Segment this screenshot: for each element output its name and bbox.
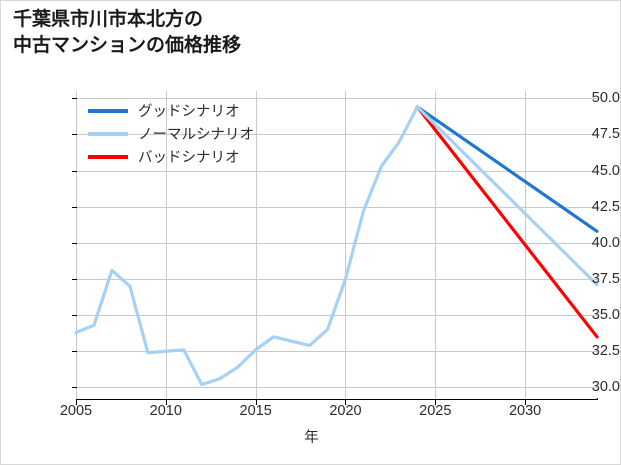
x-tick-label: 2010	[149, 403, 182, 419]
y-tick-label: 37.5	[591, 270, 620, 287]
gridline-horizontal	[76, 206, 597, 208]
x-axis-spine	[76, 398, 598, 400]
x-tick-label: 2020	[329, 403, 362, 419]
gridline-vertical	[165, 91, 167, 399]
y-tick-mark	[72, 351, 77, 353]
y-tick-label: 40.0	[591, 234, 620, 251]
gridline-vertical	[345, 91, 347, 399]
y-tick-mark	[72, 98, 77, 100]
gridline-horizontal	[76, 98, 597, 100]
y-tick-label: 32.5	[591, 343, 620, 360]
x-tick-mark	[525, 400, 527, 405]
x-tick-mark	[255, 400, 257, 405]
legend-item-bad[interactable]: バッドシナリオ	[88, 145, 254, 168]
x-tick-label: 2030	[508, 403, 542, 419]
gridline-vertical	[255, 91, 257, 399]
y-tick-mark	[72, 206, 77, 208]
series-line	[415, 105, 599, 233]
chart-legend: グッドシナリオ ノーマルシナリオ バッドシナリオ	[86, 95, 264, 172]
x-tick-mark	[165, 400, 167, 405]
legend-swatch-good-icon	[88, 108, 128, 113]
gridline-horizontal	[76, 242, 597, 244]
x-axis-label: 年	[304, 430, 319, 446]
y-axis-label: 坪（3.3㎡）単価（万円）	[0, 78, 3, 244]
y-tick-label: 42.5	[591, 198, 620, 215]
gridline-horizontal	[76, 134, 597, 136]
legend-swatch-normal-icon	[88, 131, 128, 136]
gridline-vertical	[435, 91, 437, 399]
x-tick-mark	[345, 400, 347, 405]
legend-label-normal: ノーマルシナリオ	[138, 127, 254, 143]
gridline-horizontal	[76, 170, 597, 172]
x-tick-mark	[435, 400, 437, 405]
plot-background	[76, 91, 597, 399]
series-layer	[74, 105, 599, 387]
chart-title: 千葉県市川市本北方の 中古マンションの価格推移	[13, 9, 242, 56]
x-tick-label: 2015	[239, 403, 272, 419]
gridline-horizontal	[76, 315, 597, 317]
plot-area	[74, 91, 599, 399]
y-tick-label: 35.0	[591, 307, 620, 324]
gridline-horizontal	[76, 278, 597, 280]
y-tick-mark	[72, 134, 77, 136]
series-line	[415, 105, 599, 339]
legend-label-bad: バッドシナリオ	[138, 150, 240, 166]
y-tick-mark	[72, 278, 77, 280]
legend-item-good[interactable]: グッドシナリオ	[88, 99, 254, 122]
legend-item-normal[interactable]: ノーマルシナリオ	[88, 122, 254, 145]
y-tick-mark	[72, 170, 77, 172]
y-tick-mark	[72, 315, 77, 317]
x-tick-label: 2025	[419, 403, 452, 419]
series-line	[74, 105, 599, 387]
x-tick-label: 2005	[59, 403, 93, 419]
x-tick-mark	[76, 400, 77, 405]
gridline-horizontal	[76, 351, 597, 353]
gridline-horizontal	[76, 387, 597, 389]
y-tick-label: 47.5	[591, 126, 620, 143]
y-tick-label: 50.0	[591, 90, 620, 107]
y-tick-label: 45.0	[591, 162, 620, 179]
y-tick-mark	[72, 242, 77, 244]
gridline-vertical	[76, 91, 77, 399]
y-tick-label: 30.0	[591, 379, 620, 396]
legend-label-good: グッドシナリオ	[138, 104, 240, 120]
legend-swatch-bad-icon	[88, 154, 128, 159]
y-tick-mark	[72, 387, 77, 389]
